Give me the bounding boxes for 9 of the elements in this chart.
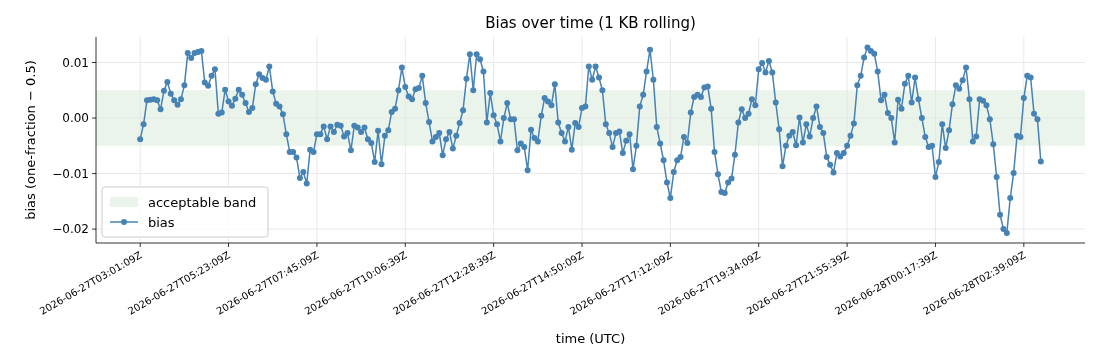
legend-label: bias bbox=[148, 214, 175, 230]
y-tick-label: 0.01 bbox=[62, 55, 89, 70]
y-axis-title: bias (one-fraction − 0.5) bbox=[23, 60, 38, 220]
chart-title: Bias over time (1 KB rolling) bbox=[485, 14, 696, 32]
x-axis-title: time (UTC) bbox=[555, 331, 626, 346]
y-tick-label: −0.01 bbox=[52, 166, 89, 181]
y-tick-label: 0.00 bbox=[62, 111, 89, 126]
legend-label: acceptable band bbox=[148, 194, 257, 210]
y-tick-label: −0.02 bbox=[52, 222, 89, 237]
